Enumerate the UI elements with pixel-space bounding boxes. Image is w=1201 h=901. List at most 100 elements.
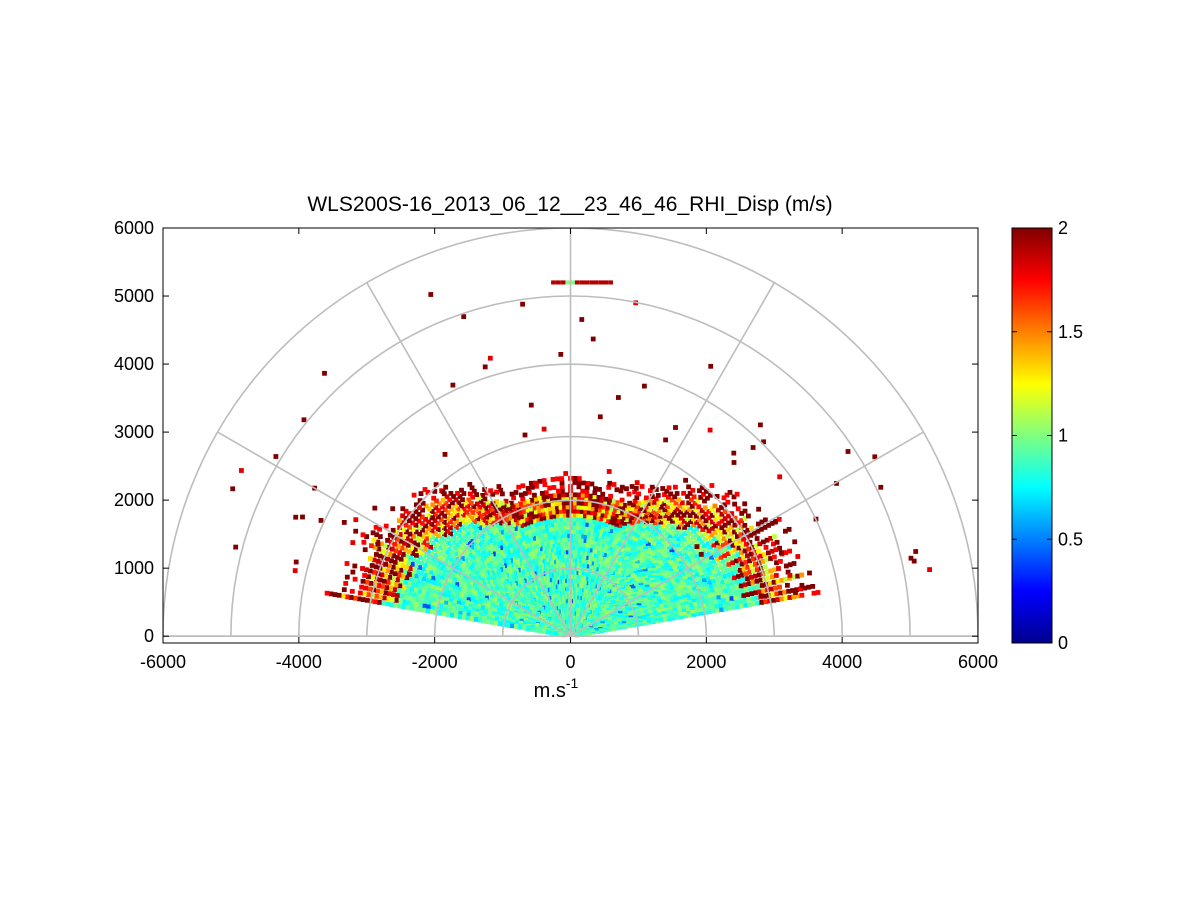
data-cell: [482, 531, 488, 537]
data-cell: [613, 513, 619, 518]
data-cell: [439, 510, 445, 516]
chart-title: WLS200S-16_2013_06_12__23_46_46_RHI_Disp…: [307, 193, 832, 216]
data-cell: [684, 560, 689, 565]
data-cell: [575, 496, 581, 502]
data-cell: [476, 592, 482, 597]
data-cell: [700, 527, 706, 532]
data-cell: [473, 507, 479, 513]
data-cell: [484, 500, 490, 505]
data-cell: [570, 533, 576, 538]
data-cell: [716, 594, 722, 600]
data-cell: [459, 530, 465, 536]
data-cell: [419, 561, 424, 566]
data-cell: [711, 568, 717, 574]
data-cell: [682, 565, 688, 571]
data-cell: [688, 552, 694, 558]
data-cell: [441, 592, 447, 598]
data-cell: [454, 512, 460, 518]
data-cell: [664, 547, 669, 553]
data-cell: [687, 566, 693, 572]
data-cell: [432, 581, 438, 586]
data-cell: [352, 576, 358, 582]
data-cell: [661, 539, 667, 544]
data-cell: [654, 555, 660, 561]
data-cell: [654, 568, 660, 573]
data-cell: [468, 581, 473, 587]
data-cell: [445, 608, 451, 614]
data-cell: [343, 581, 349, 586]
data-cell: [686, 572, 691, 577]
data-cell: [542, 532, 547, 538]
data-cell: [458, 608, 464, 613]
data-cell: [665, 504, 670, 509]
data-cell: [464, 563, 470, 569]
data-cell: [737, 594, 743, 599]
data-cell: [426, 532, 432, 538]
data-cell: [496, 531, 501, 537]
data-cell: [671, 600, 677, 605]
data-cell: [728, 566, 734, 572]
data-cell: [426, 526, 432, 531]
data-cell: [387, 532, 393, 538]
data-cell: [472, 513, 478, 519]
data-cell: [494, 489, 499, 495]
data-cell: [721, 597, 727, 603]
data-cell: [396, 603, 402, 609]
data-cell: [662, 614, 668, 620]
data-cell: [739, 603, 745, 609]
data-cell: [677, 503, 683, 509]
data-cell: [712, 595, 718, 601]
data-cell: [476, 555, 481, 561]
data-cell: [467, 491, 473, 497]
data-cell: [807, 570, 812, 576]
data-cell: [384, 585, 390, 590]
data-cell: [663, 602, 669, 608]
data-cell: [685, 602, 690, 608]
data-cell: [410, 527, 416, 533]
data-cell: [454, 518, 459, 524]
data-cell: [460, 518, 466, 524]
data-cell: [406, 549, 412, 555]
data-cell: [543, 507, 548, 512]
data-cell: [611, 520, 616, 526]
data-cell: [497, 621, 502, 627]
data-cell: [749, 525, 754, 531]
data-cell: [560, 488, 565, 494]
data-cell: [675, 598, 681, 604]
data-cell: [620, 515, 626, 521]
data-cell: [638, 540, 643, 545]
data-cell: [757, 541, 763, 547]
data-cell: [455, 590, 461, 595]
data-cell: [461, 547, 466, 553]
data-cell: [728, 576, 733, 582]
data-cell: [544, 527, 549, 533]
data-cell: [477, 601, 483, 607]
data-cell: [615, 518, 621, 523]
data-cell: [689, 497, 694, 503]
data-cell: [558, 513, 563, 518]
data-cell: [639, 511, 645, 517]
data-cell: [729, 511, 735, 516]
data-cell: [532, 509, 538, 515]
data-cell: [505, 622, 511, 628]
data-cell: [785, 569, 791, 575]
data-cell: [666, 550, 672, 555]
data-cell: [762, 525, 768, 530]
data-cell: [573, 537, 579, 543]
data-cell: [703, 518, 709, 524]
data-cell: [629, 515, 634, 520]
data-cell: [562, 533, 568, 539]
data-cell: [400, 527, 406, 533]
data-cell: [723, 606, 729, 612]
data-cell: [719, 548, 725, 554]
data-cell: [411, 557, 417, 563]
data-cell: [616, 545, 622, 551]
data-cell: [539, 541, 544, 547]
data-cell: [674, 491, 680, 496]
data-cell: [682, 518, 687, 524]
data-cell: [462, 566, 468, 572]
data-cell: [630, 511, 636, 517]
data-cell: [344, 594, 350, 600]
data-cell: [722, 522, 728, 528]
data-cell: [727, 490, 733, 495]
